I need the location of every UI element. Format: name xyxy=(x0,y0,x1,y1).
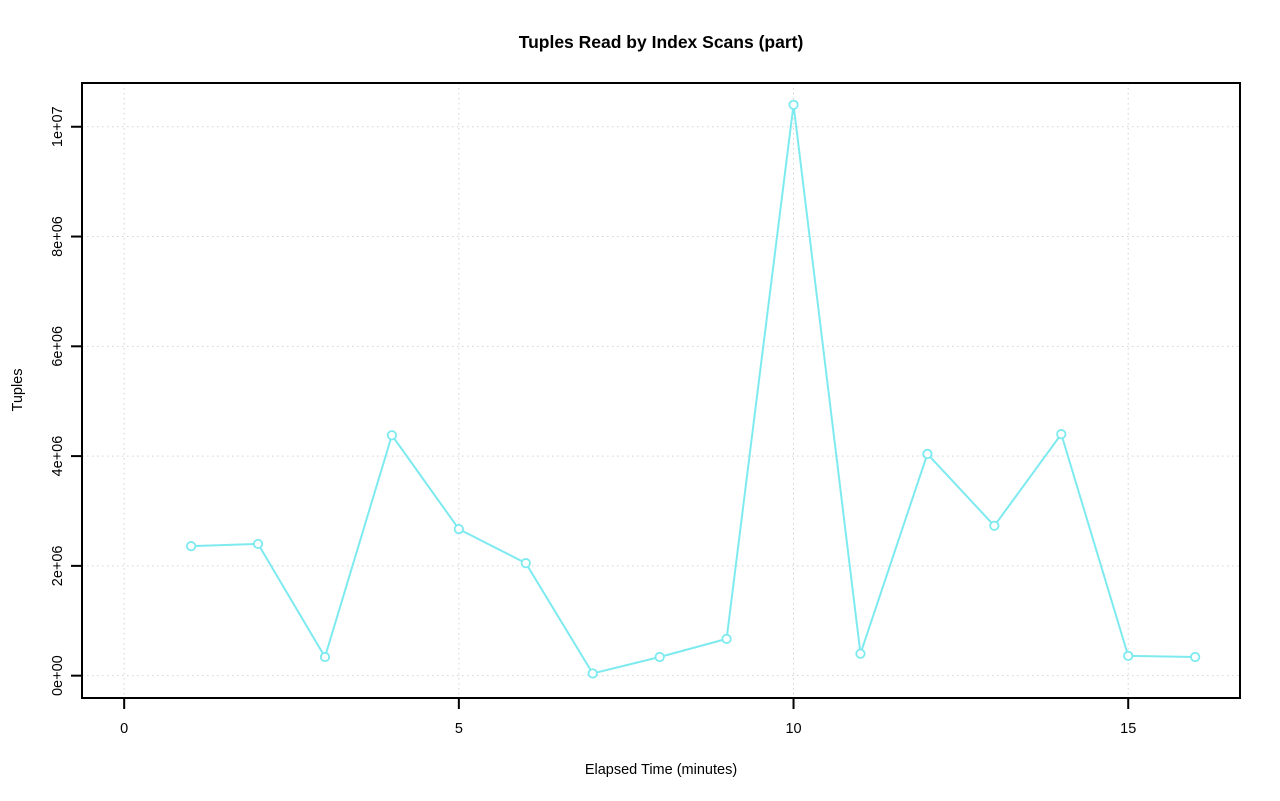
x-tick-label: 10 xyxy=(785,721,801,737)
data-point-marker xyxy=(386,430,398,441)
data-point-marker xyxy=(1190,651,1201,663)
x-tick-label: 0 xyxy=(120,721,128,737)
y-tick-label: 1e+07 xyxy=(50,106,66,147)
data-point-marker xyxy=(922,448,933,459)
y-tick-label: 2e+06 xyxy=(50,546,66,587)
data-point-marker xyxy=(520,558,531,569)
data-point-marker xyxy=(252,538,264,550)
data-point-marker xyxy=(788,99,799,110)
data-point-marker xyxy=(654,651,665,663)
data-point-marker xyxy=(721,633,732,644)
y-tick-label: 0e+00 xyxy=(50,655,66,696)
plot-border xyxy=(81,82,1241,699)
y-tick-label: 6e+06 xyxy=(50,326,66,367)
data-point-marker xyxy=(855,648,866,659)
y-axis-label: Tuples xyxy=(10,369,26,412)
data-line xyxy=(190,103,1197,675)
data-point-marker xyxy=(1056,429,1067,440)
data-point-marker xyxy=(989,520,1000,531)
data-point-marker xyxy=(453,524,464,535)
data-point-marker xyxy=(587,668,598,679)
data-point-marker xyxy=(186,541,197,552)
x-tick-label: 15 xyxy=(1120,721,1136,737)
axes-layer: 0 5 10 15 0e+00 2e+06 4e+06 6e+06 8e+06 1e+07 xyxy=(50,82,1241,737)
x-axis-label: Elapsed Time (minutes) xyxy=(585,762,737,778)
y-tick-label: 8e+06 xyxy=(50,216,66,257)
chart-title: Tuples Read by Index Scans (part) xyxy=(519,32,804,52)
gridlines-layer xyxy=(82,83,1240,698)
series-layer xyxy=(186,99,1201,679)
data-point-marker xyxy=(1123,650,1134,661)
data-point-marker xyxy=(319,651,331,663)
y-tick-label: 4e+06 xyxy=(50,436,66,477)
x-tick-label: 5 xyxy=(455,721,463,737)
